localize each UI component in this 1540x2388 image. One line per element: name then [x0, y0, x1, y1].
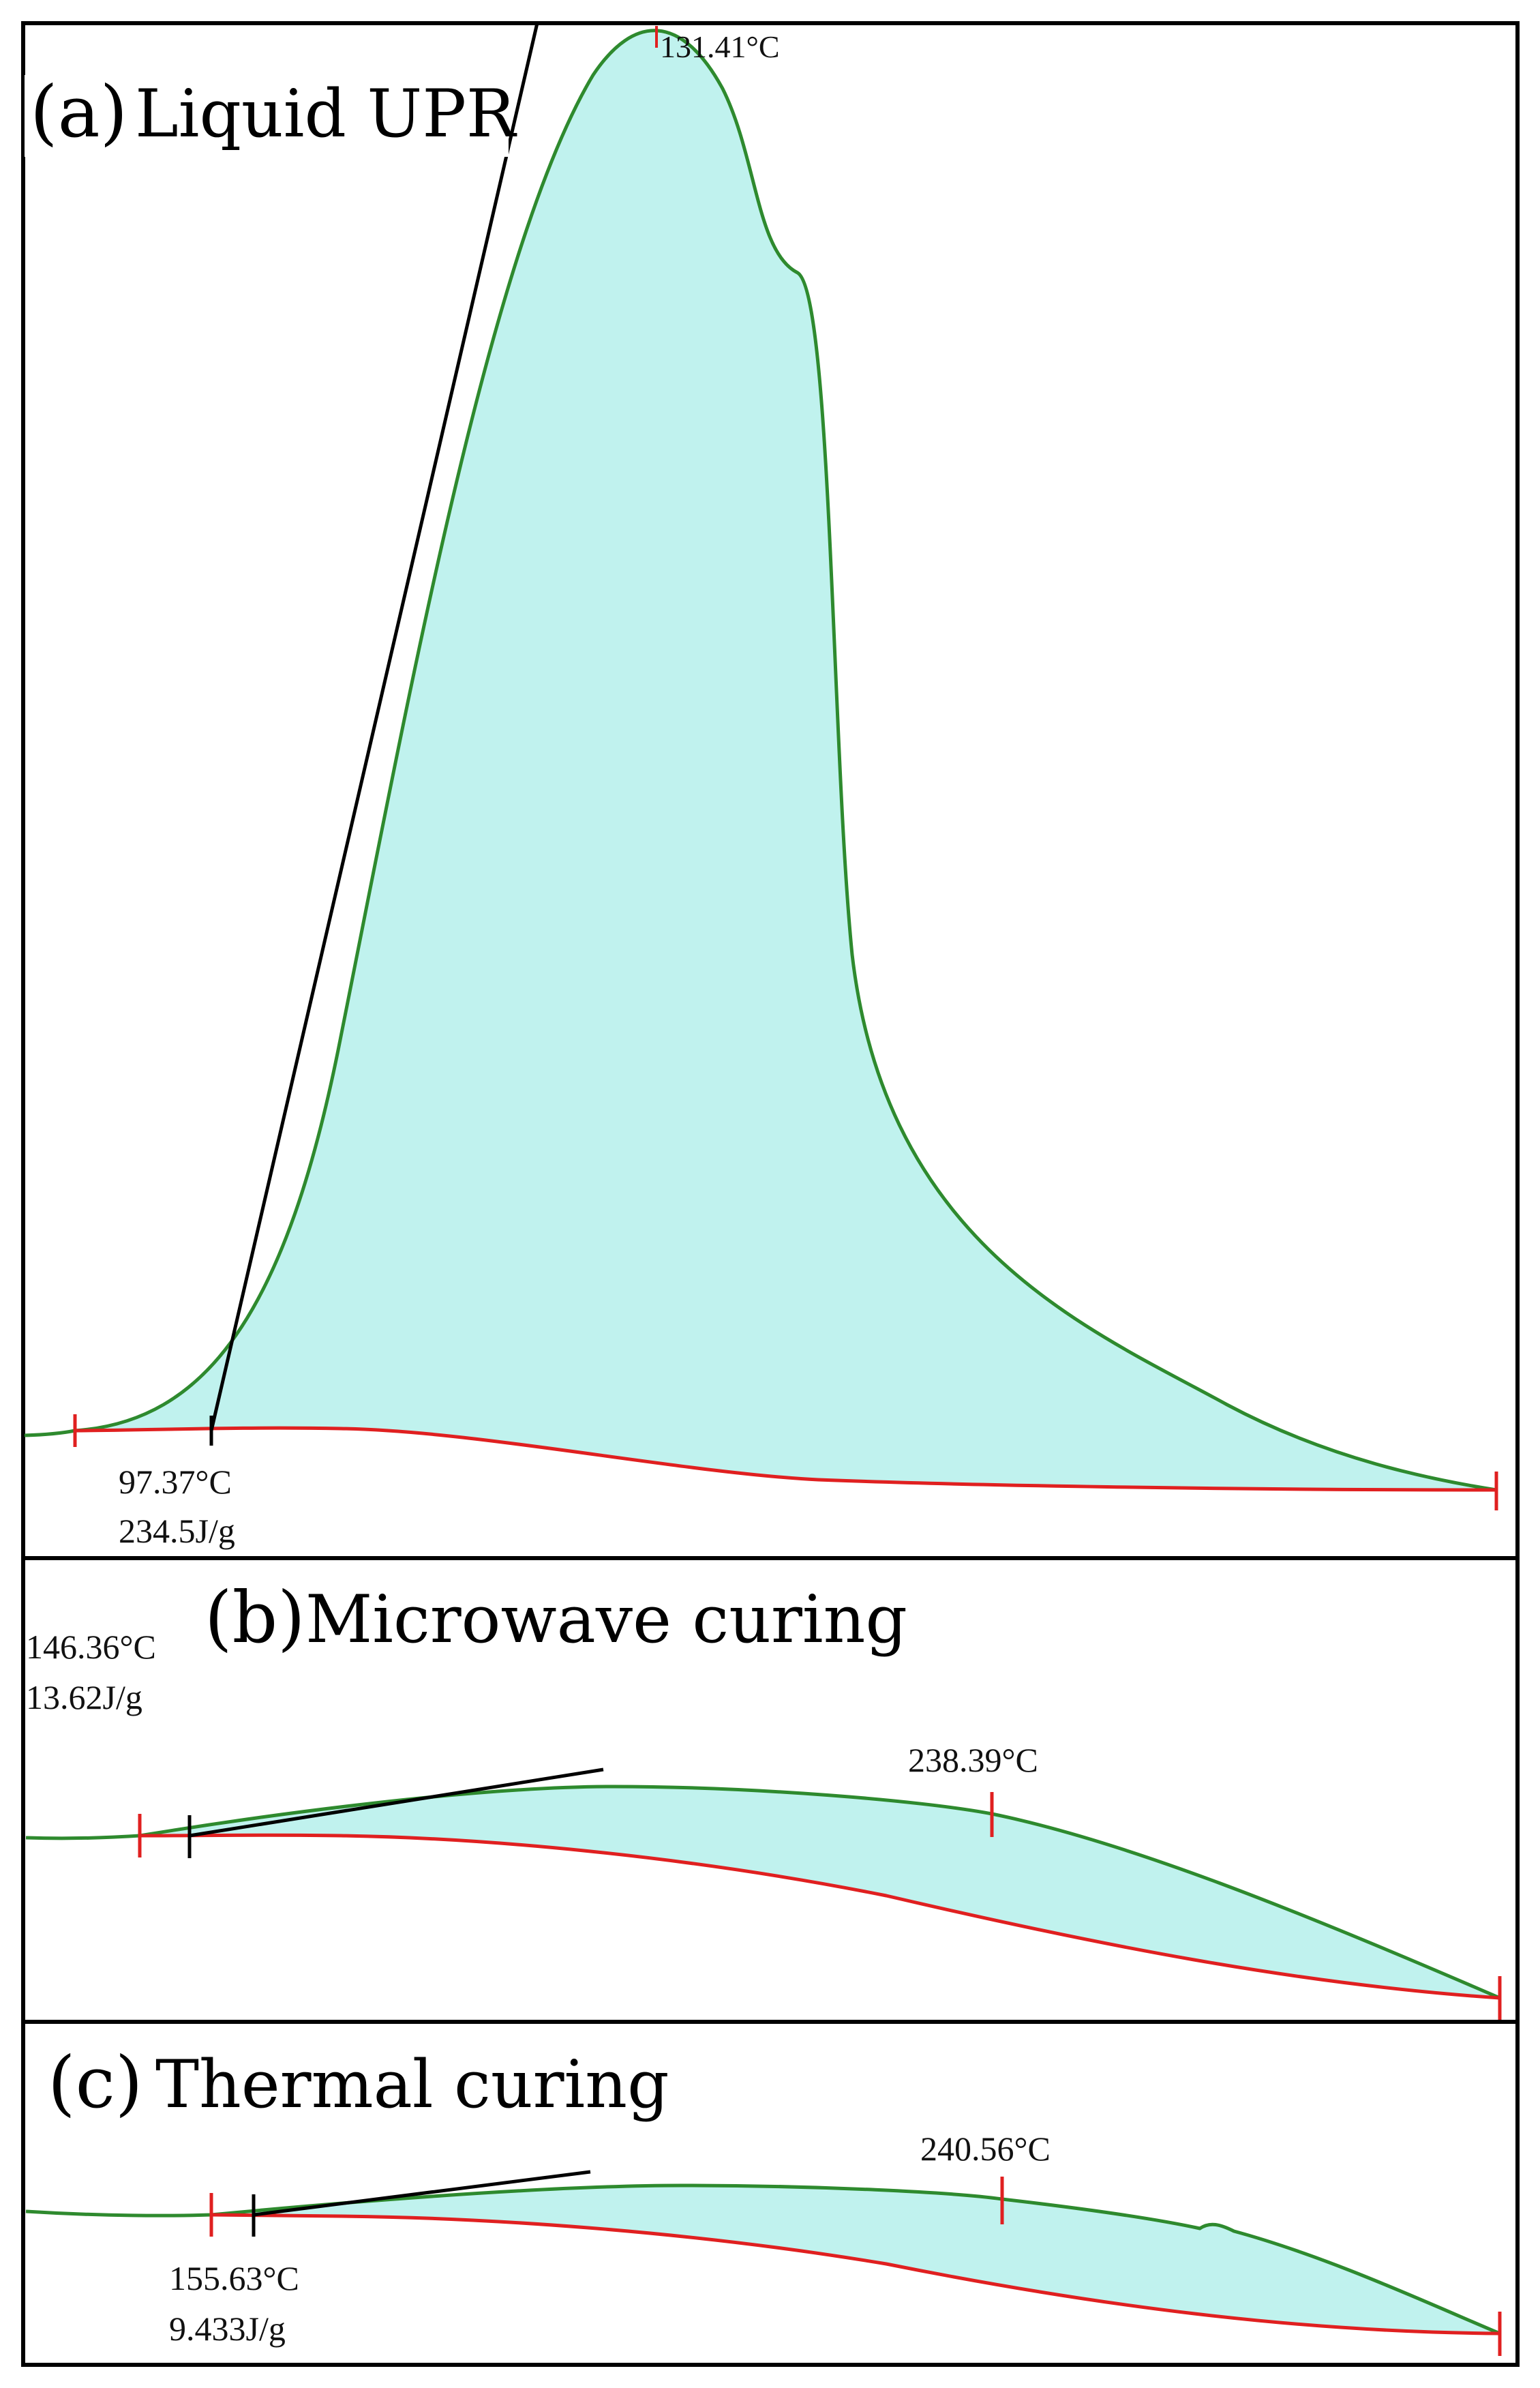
panel-c-baseline: [211, 2213, 1500, 2335]
panel-a-peak-label: 131.41°C: [660, 29, 780, 64]
panel-b-enthalpy-label: 13.62J/g: [26, 1678, 142, 1716]
panel-b-peak-label: 238.39°C: [908, 1741, 1038, 1779]
panel-c-frame: [21, 2020, 1520, 2367]
panel-b-dsc-curve: [25, 1785, 1500, 2000]
panel-b-baseline: [139, 1833, 1500, 2000]
panel-b-onset-tangent: [189, 1767, 604, 1838]
panel-a-onset-tangent: [209, 23, 539, 1431]
panel-a-peak-area: [75, 30, 1496, 1490]
panel-a-title: Liquid UPR: [135, 76, 517, 152]
panel-a-onset-label: 97.37°C: [119, 1463, 232, 1501]
panel-a-baseline: [74, 1426, 1497, 1492]
panel-c-onset-label: 155.63°C: [169, 2259, 299, 2297]
panel-a: (a) Liquid UPR 131.41°C 97.37°C 234.5J/g: [21, 21, 1520, 1560]
panel-a-enthalpy-label: 234.5J/g: [119, 1512, 235, 1550]
panel-b-letter: (b): [205, 1576, 305, 1659]
panel-b-title: Microwave curing: [305, 1581, 907, 1658]
panel-c-peak-label: 240.56°C: [920, 2130, 1051, 2168]
panel-b: (b) Microwave curing 146.36°C 13.62J/g 2…: [21, 1556, 1520, 2024]
panel-c-letter: (c): [48, 2041, 142, 2124]
panel-a-dsc-curve: [24, 29, 1497, 1492]
panel-a-letter: (a): [30, 70, 127, 153]
panel-c: (c) Thermal curing 240.56°C 155.63°C 9.4…: [21, 2020, 1520, 2367]
panel-b-onset-label: 146.36°C: [26, 1628, 156, 1666]
panel-c-onset-tangent: [253, 2170, 591, 2217]
panel-c-enthalpy-label: 9.433J/g: [169, 2310, 286, 2348]
panel-c-title: Thermal curing: [155, 2046, 669, 2123]
panel-b-peak-area: [140, 1787, 1500, 1998]
